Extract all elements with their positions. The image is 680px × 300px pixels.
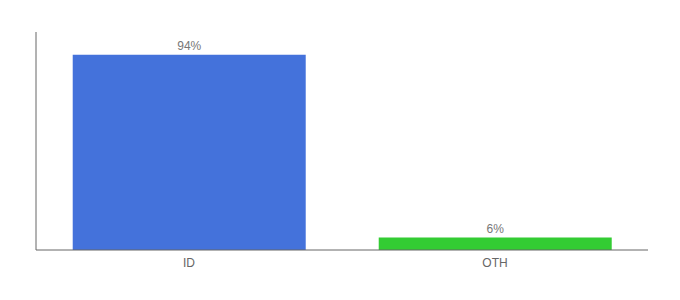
svg-text:6%: 6% [487, 222, 505, 236]
svg-text:OTH: OTH [482, 256, 507, 270]
svg-text:ID: ID [183, 256, 195, 270]
svg-text:94%: 94% [177, 39, 201, 53]
